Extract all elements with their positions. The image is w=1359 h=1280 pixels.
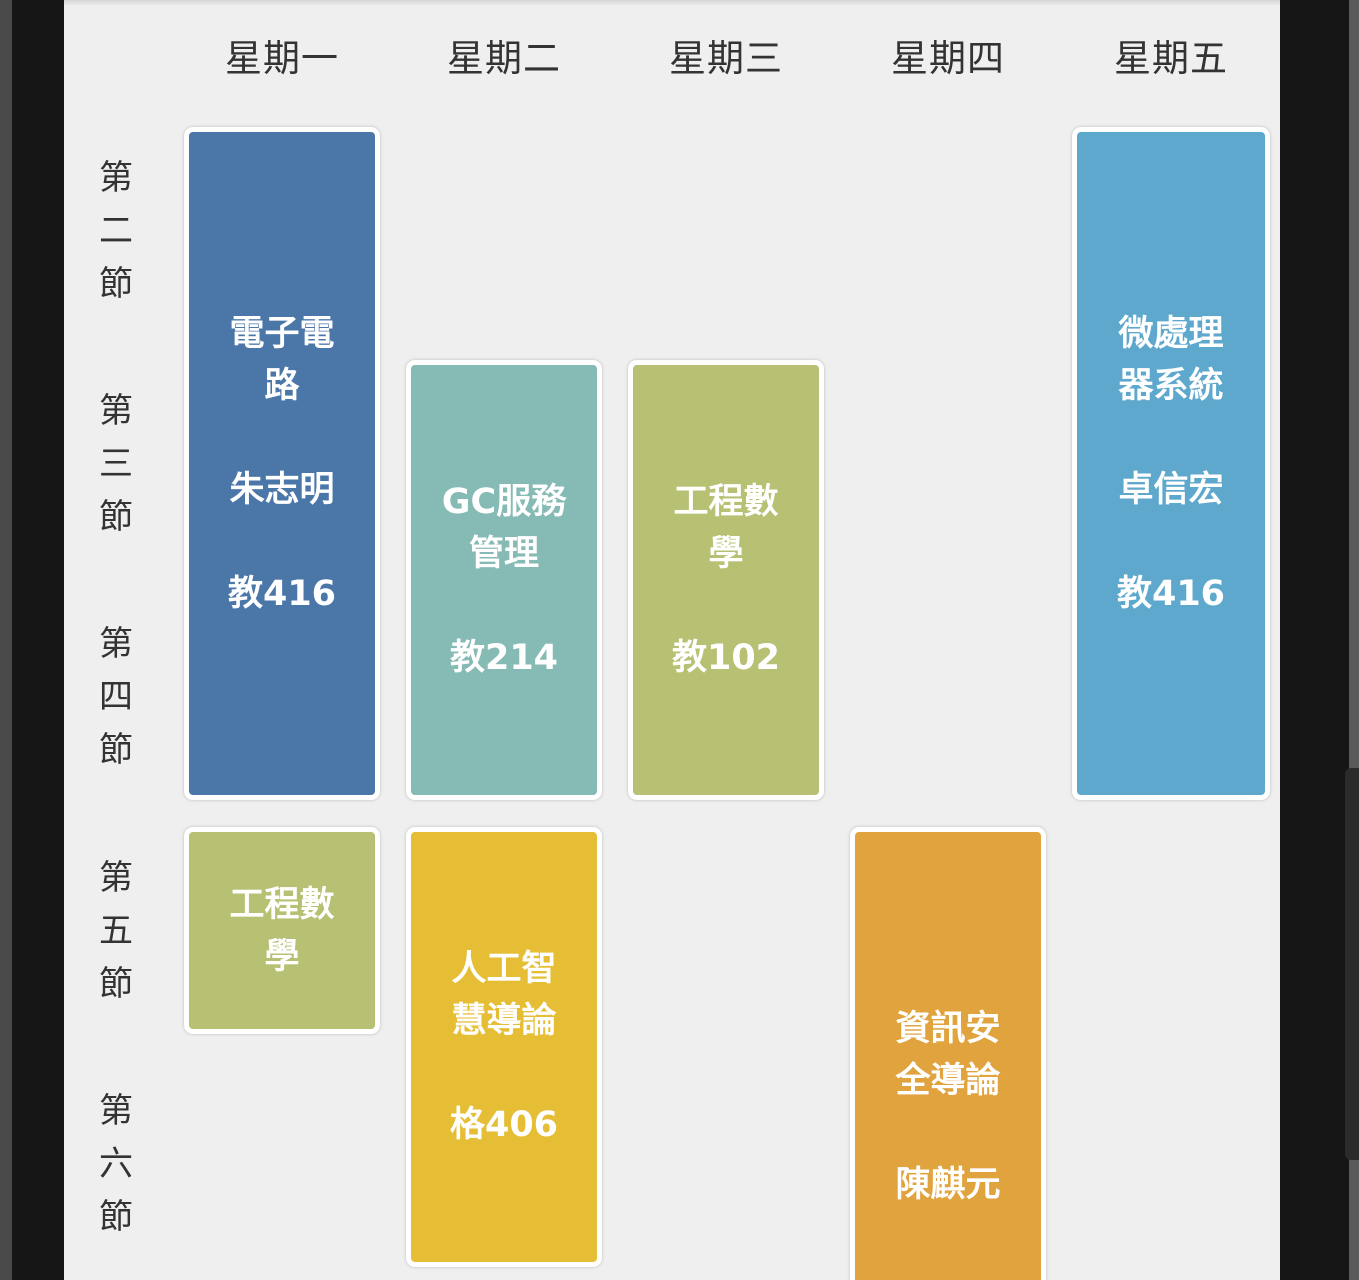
day-header-friday: 星期五	[1114, 37, 1228, 80]
course-card-gc-service-management[interactable]: GC服務管理 教214	[406, 360, 602, 800]
frame-edge-right	[1349, 0, 1359, 1280]
day-header-monday: 星期一	[225, 37, 339, 80]
course-teacher: 陳麒元	[895, 1165, 1001, 1205]
period-label-5: 第五節	[99, 858, 133, 1004]
course-card-ai-introduction[interactable]: 人工智慧導論 格406	[406, 827, 602, 1267]
course-name: 微處理器系統	[1118, 313, 1224, 406]
period-label-2: 第二節	[99, 158, 133, 304]
course-room: 教102	[671, 638, 781, 678]
period-label-4: 第四節	[99, 624, 133, 770]
course-name: 工程數學	[673, 482, 779, 574]
course-card-electronic-circuits[interactable]: 電子電路 朱志明 教416	[184, 127, 380, 800]
app-bar-shadow	[64, 0, 1280, 6]
day-header-wednesday: 星期三	[669, 37, 783, 80]
period-label-3: 第三節	[99, 391, 133, 537]
course-name: 電子電路	[229, 313, 335, 406]
period-label-6: 第六節	[99, 1091, 133, 1237]
course-room: 教416	[227, 573, 337, 614]
timetable-screen: 星期一 星期二 星期三 星期四 星期五 第二節 第三節 第四節 第五節 第六節 …	[64, 0, 1280, 1280]
course-name: 資訊安全導論	[895, 1009, 1001, 1101]
course-teacher: 朱志明	[229, 469, 335, 510]
course-room: 教416	[1116, 573, 1226, 614]
day-header-thursday: 星期四	[891, 37, 1005, 80]
course-card-microprocessor-systems[interactable]: 微處理器系統 卓信宏 教416	[1072, 127, 1270, 800]
frame-edge-left	[0, 0, 12, 1280]
course-teacher: 卓信宏	[1118, 469, 1224, 510]
course-name: 人工智慧導論	[451, 949, 557, 1041]
course-card-engineering-math-wed[interactable]: 工程數學 教102	[628, 360, 824, 800]
day-header-tuesday: 星期二	[447, 37, 561, 80]
course-name: GC服務管理	[441, 482, 567, 574]
course-room: 教214	[449, 638, 559, 678]
course-card-engineering-math-mon[interactable]: 工程數學	[184, 827, 380, 1034]
course-card-information-security[interactable]: 資訊安全導論 陳麒元	[850, 827, 1046, 1280]
course-name: 工程數學	[229, 884, 335, 977]
device-side-button	[1345, 768, 1359, 1160]
course-room: 格406	[449, 1105, 559, 1145]
